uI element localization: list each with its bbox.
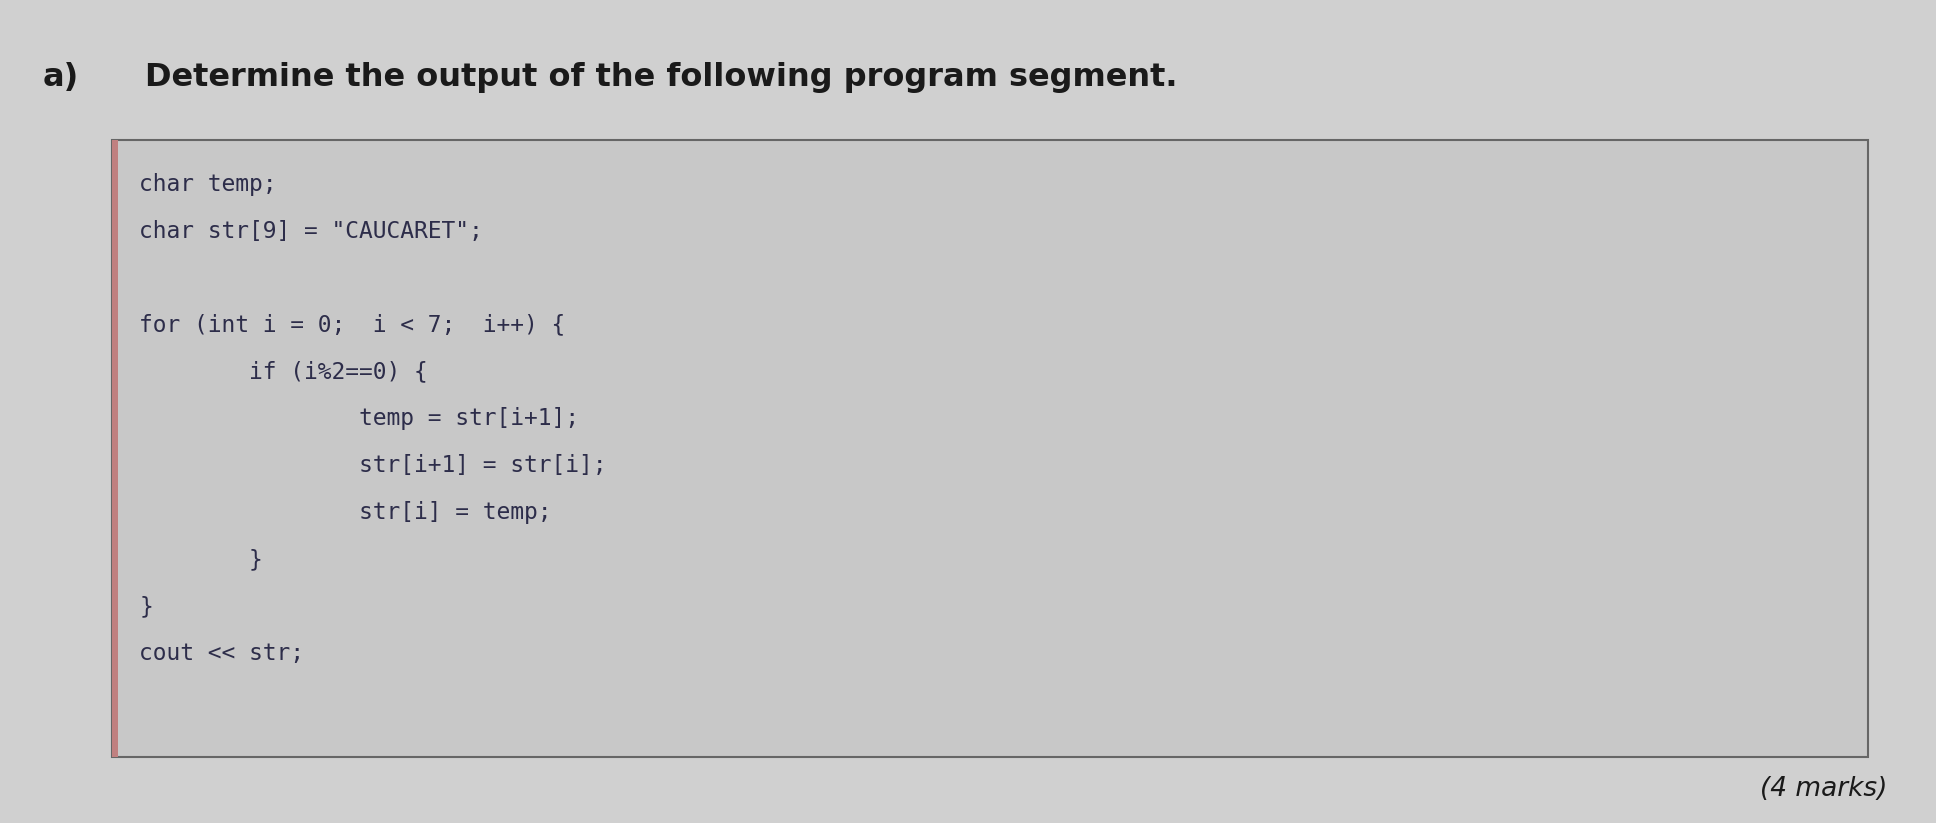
Bar [112, 140, 1868, 757]
Text: }: } [139, 548, 263, 571]
Text: char temp;: char temp; [139, 173, 277, 196]
Text: for (int i = 0;  i < 7;  i++) {: for (int i = 0; i < 7; i++) { [139, 314, 565, 337]
Text: cout << str;: cout << str; [139, 642, 304, 665]
Bar [112, 140, 118, 757]
Text: }: } [139, 595, 153, 618]
Text: str[i+1] = str[i];: str[i+1] = str[i]; [139, 454, 606, 477]
Text: a): a) [43, 62, 79, 93]
Text: temp = str[i+1];: temp = str[i+1]; [139, 407, 579, 430]
Text: char str[9] = "CAUCARET";: char str[9] = "CAUCARET"; [139, 220, 484, 243]
Text: (4 marks): (4 marks) [1760, 776, 1888, 802]
Text: str[i] = temp;: str[i] = temp; [139, 501, 552, 524]
Text: Determine the output of the following program segment.: Determine the output of the following pr… [145, 62, 1177, 93]
Text: if (i%2==0) {: if (i%2==0) { [139, 360, 428, 384]
